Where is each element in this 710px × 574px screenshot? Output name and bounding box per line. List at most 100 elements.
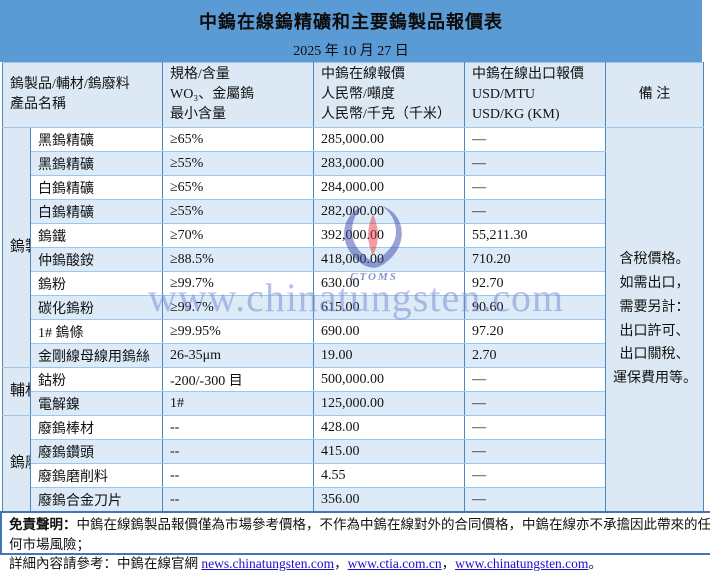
rmb-price-cell: 282,000.00 — [313, 199, 465, 224]
column-header-export-price: 中鎢在線出口報價 USD/MTU USD/KG (KM) — [464, 62, 606, 128]
column-header-note: 備 注 — [605, 62, 704, 128]
header-product-line2: 產品名稱 — [10, 97, 66, 112]
product-name-cell: 鈷粉 — [30, 367, 163, 392]
table-row: 仲鎢酸銨 ≥88.5% 418,000.00 710.20 — [3, 247, 704, 272]
spec-cell: -200/-300 目 — [162, 367, 314, 392]
disclaimer-prefix: 詳細內容請參考：中鎢在線官網 — [9, 556, 202, 572]
spec-cell: ≥70% — [162, 223, 314, 248]
spec-cell: ≥99.95% — [162, 319, 314, 344]
remark-line: 需要另計： — [619, 299, 690, 315]
group-cell-auxiliary-materials: 輔材 — [2, 367, 31, 416]
spec-cell: ≥65% — [162, 127, 314, 152]
usd-price-cell: — — [464, 367, 606, 392]
usd-price-cell: — — [464, 415, 606, 440]
usd-price-cell: — — [464, 151, 606, 176]
table-row: 金剛線母線用鎢絲 26-35μm 19.00 2.70 — [3, 343, 704, 368]
spec-cell: 26-35μm — [162, 343, 314, 368]
table-row: 鎢廢料 廢鎢棒材 -- 428.00 — — [2, 415, 704, 512]
remark-line: 出口關稅、 — [619, 347, 690, 363]
spec-cell: -- — [162, 463, 314, 488]
usd-price-cell: 97.20 — [464, 319, 606, 344]
rmb-price-cell: 428.00 — [313, 415, 465, 440]
rmb-price-cell: 283,000.00 — [313, 151, 465, 176]
table-row: 廢鎢磨削料 -- 4.55 — — [3, 463, 704, 488]
product-name-cell: 1# 鎢條 — [30, 319, 163, 344]
group-cell-tungsten-products: 鎢製品 — [2, 127, 31, 368]
table-row: 黑鎢精礦 ≥55% 283,000.00 — — [3, 151, 704, 176]
page-title: 中鎢在線鎢精礦和主要鎢製品報價表 — [199, 12, 503, 32]
usd-price-cell: — — [464, 175, 606, 200]
spec-cell: ≥55% — [162, 199, 314, 224]
link-separator: ， — [441, 556, 456, 572]
usd-price-cell: 55,211.30 — [464, 223, 606, 248]
column-header-product: 鎢製品/輔材/鎢廢料 產品名稱 — [2, 62, 163, 128]
usd-price-cell: — — [464, 463, 606, 488]
remark-cell: 含稅價格。 如需出口， 需要另計： 出口許可、 出口關稅、 運保費用等。 — [605, 127, 704, 512]
spec-cell: ≥99.7% — [162, 271, 314, 296]
table-row: 鎢鐵 ≥70% 392,000.00 55,211.30 — [3, 223, 704, 248]
usd-price-cell: — — [464, 439, 606, 464]
table-row: 廢鎢合金刀片 -- 356.00 — — [3, 487, 704, 512]
column-header-spec: 規格/含量 WO₃、金屬鎢 最小含量 — [162, 62, 314, 128]
rmb-price-cell: 19.00 — [313, 343, 465, 368]
remark-line: 如需出口， — [619, 275, 690, 291]
usd-price-cell: 90.60 — [464, 295, 606, 320]
rmb-price-cell: 630.00 — [313, 271, 465, 296]
product-name-cell: 白鎢精礦 — [30, 199, 163, 224]
usd-price-cell: 2.70 — [464, 343, 606, 368]
remark-line: 含稅價格。 — [619, 252, 690, 268]
header-usd-line1: 中鎢在線出口報價 — [472, 66, 584, 82]
product-name-cell: 廢鎢磨削料 — [30, 463, 163, 488]
header-rmb-line1: 中鎢在線報價 — [321, 66, 405, 82]
header-rmb-line3: 人民幣/千克（千米） — [321, 107, 451, 123]
table-row: 白鎢精礦 ≥55% 282,000.00 — — [3, 199, 704, 224]
link-chinatungsten[interactable]: www.chinatungsten.com — [455, 556, 589, 572]
usd-price-cell: — — [464, 391, 606, 416]
remark-line: 出口許可、 — [619, 323, 690, 339]
link-ctia[interactable]: www.ctia.com.cn — [347, 556, 442, 572]
spec-cell: -- — [162, 415, 314, 440]
product-name-cell: 電解鎳 — [30, 391, 163, 416]
usd-price-cell: — — [464, 487, 606, 512]
usd-price-cell: — — [464, 199, 606, 224]
header-spec-line1: 規格/含量 — [170, 66, 230, 82]
price-table: 鎢製品/輔材/鎢廢料 產品名稱 規格/含量 WO₃、金屬鎢 最小含量 中鎢在線報… — [2, 62, 704, 512]
rmb-price-cell: 415.00 — [313, 439, 465, 464]
spec-cell: ≥88.5% — [162, 247, 314, 272]
header-usd-line2: USD/MTU — [472, 86, 536, 102]
usd-price-cell: — — [464, 127, 606, 152]
spec-cell: ≥99.7% — [162, 295, 314, 320]
sentence-end: 。 — [588, 556, 602, 572]
header-spec-line2: WO₃、金屬鎢 — [170, 86, 255, 102]
link-news-chinatungsten[interactable]: news.chinatungsten.com — [201, 556, 335, 572]
table-row: 鎢粉 ≥99.7% 630.00 92.70 — [3, 271, 704, 296]
product-name-cell: 仲鎢酸銨 — [30, 247, 163, 272]
rmb-price-cell: 418,000.00 — [313, 247, 465, 272]
rmb-price-cell: 125,000.00 — [313, 391, 465, 416]
product-name-cell: 黑鎢精礦 — [30, 151, 163, 176]
table-row: 白鎢精礦 ≥65% 284,000.00 — — [3, 175, 704, 200]
disclaimer-label: 免責聲明： — [9, 517, 77, 532]
spec-cell: -- — [162, 487, 314, 512]
table-row: 碳化鎢粉 ≥99.7% 615.00 90.60 — [3, 295, 704, 320]
product-name-cell: 碳化鎢粉 — [30, 295, 163, 320]
product-name-cell: 廢鎢鑽頭 — [30, 439, 163, 464]
usd-price-cell: 92.70 — [464, 271, 606, 296]
remark-line: 運保費用等。 — [613, 371, 697, 387]
spec-cell: ≥55% — [162, 151, 314, 176]
product-name-cell: 鎢鐵 — [30, 223, 163, 248]
rmb-price-cell: 356.00 — [313, 487, 465, 512]
product-name-cell: 廢鎢合金刀片 — [30, 487, 163, 512]
rmb-price-cell: 392,000.00 — [313, 223, 465, 248]
group-cell-tungsten-scrap: 鎢廢料 — [2, 415, 31, 512]
disclaimer-line2: 詳細內容請參考：中鎢在線官網 news.chinatungsten.com，ww… — [9, 554, 710, 574]
link-separator: ， — [334, 556, 348, 572]
disclaimer-text: 中鎢在線鎢製品報價僅為市場參考價格，不作為中鎢在線對外的合同價格，中鎢在線亦不承… — [9, 517, 710, 552]
header-spec-line3: 最小含量 — [170, 107, 226, 123]
table-row: 鎢製品 黑鎢精礦 ≥65% 285,000.00 — 含稅價格。 如需出口， 需… — [2, 127, 704, 512]
header-usd-line3: USD/KG (KM) — [472, 107, 560, 123]
table-row: 電解鎳 1# 125,000.00 — — [3, 391, 704, 416]
rmb-price-cell: 4.55 — [313, 463, 465, 488]
table-row: 1# 鎢條 ≥99.95% 690.00 97.20 — [3, 319, 704, 344]
